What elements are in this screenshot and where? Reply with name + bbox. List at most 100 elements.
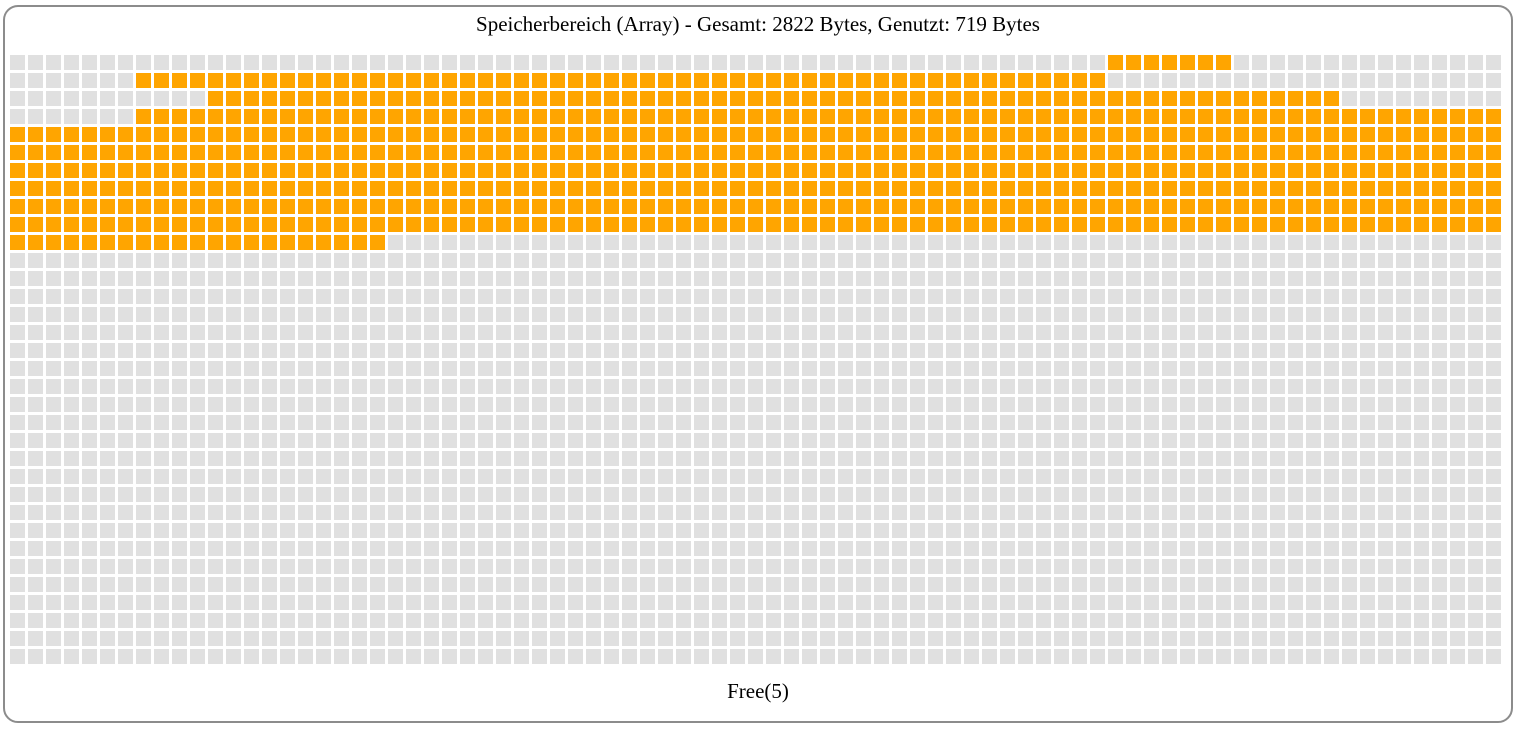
memory-cell [1000,433,1015,448]
memory-cell [1324,649,1339,664]
memory-cell [568,199,583,214]
memory-cell [730,91,745,106]
memory-cell [316,559,331,574]
memory-cell [1360,487,1375,502]
memory-cell [352,451,367,466]
memory-cell [928,325,943,340]
memory-cell [208,163,223,178]
memory-cell [604,379,619,394]
memory-cell [370,271,385,286]
memory-cell [370,181,385,196]
memory-cell [334,271,349,286]
memory-cell [1000,649,1015,664]
memory-cell [892,181,907,196]
memory-cell [1018,451,1033,466]
memory-cell [1486,217,1501,232]
memory-cell [82,91,97,106]
memory-cell [1360,289,1375,304]
memory-cell [730,469,745,484]
memory-cell [1036,523,1051,538]
memory-cell [964,181,979,196]
memory-cell [550,199,565,214]
memory-cell [928,217,943,232]
memory-cell [28,631,43,646]
memory-cell [1072,505,1087,520]
memory-cell [82,145,97,160]
memory-cell [1270,541,1285,556]
memory-cell [838,595,853,610]
memory-cell [802,649,817,664]
memory-cell [1108,55,1123,70]
memory-cell [280,613,295,628]
memory-cell [1432,325,1447,340]
memory-cell [1396,433,1411,448]
memory-cell [640,451,655,466]
memory-cell [334,217,349,232]
memory-cell [1126,613,1141,628]
memory-cell [46,73,61,88]
memory-cell [316,127,331,142]
memory-cell [1486,451,1501,466]
memory-cell [28,451,43,466]
memory-cell [64,271,79,286]
memory-cell [334,289,349,304]
memory-cell [550,397,565,412]
memory-cell [676,577,691,592]
memory-cell [1126,55,1141,70]
memory-cell [1144,631,1159,646]
memory-cell [1270,577,1285,592]
memory-cell [298,451,313,466]
memory-cell [1342,91,1357,106]
memory-cell [1270,91,1285,106]
memory-cell [352,487,367,502]
memory-cell [496,505,511,520]
memory-cell [172,253,187,268]
memory-cell [100,595,115,610]
memory-cell [550,235,565,250]
memory-cell [406,451,421,466]
memory-cell [784,415,799,430]
memory-cell [334,145,349,160]
memory-cell [730,55,745,70]
memory-cell [1396,397,1411,412]
memory-cell [838,487,853,502]
memory-cell [820,55,835,70]
memory-cell [406,73,421,88]
memory-cell [1234,271,1249,286]
memory-cell [460,181,475,196]
memory-cell [874,55,889,70]
memory-cell [442,433,457,448]
memory-cell [532,523,547,538]
memory-cell [946,451,961,466]
memory-cell [1180,199,1195,214]
memory-cell [496,577,511,592]
memory-cell [532,181,547,196]
memory-cell [1072,109,1087,124]
memory-cell [496,397,511,412]
memory-cell [1378,559,1393,574]
memory-cell [28,343,43,358]
memory-cell [874,595,889,610]
memory-cell [190,379,205,394]
memory-cell [1468,145,1483,160]
memory-cell [1360,523,1375,538]
memory-cell [208,649,223,664]
memory-cell [712,55,727,70]
memory-cell [1414,181,1429,196]
memory-cell [1360,271,1375,286]
memory-cell [784,343,799,358]
memory-cell [172,217,187,232]
memory-cell [46,649,61,664]
memory-cell [1144,505,1159,520]
memory-cell [190,109,205,124]
memory-cell [550,361,565,376]
memory-cell [1450,523,1465,538]
memory-cell [1198,289,1213,304]
memory-cell [1198,145,1213,160]
memory-cell [100,73,115,88]
memory-cell [982,91,997,106]
memory-cell [964,325,979,340]
memory-cell [424,631,439,646]
memory-cell [1414,397,1429,412]
memory-cell [424,379,439,394]
